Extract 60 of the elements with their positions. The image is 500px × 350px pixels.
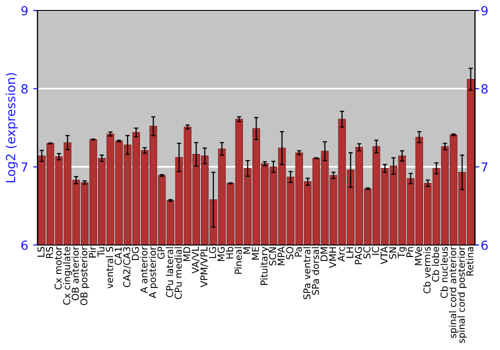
x-tick-label: A posterior [148, 246, 158, 298]
x-tick-label: A anterior [140, 246, 148, 294]
x-tick-label: SPa dorsal [312, 247, 320, 295]
y2-tick-label: 9 [481, 6, 488, 16]
y2-tick-label: 8 [481, 84, 488, 94]
x-tick-label: SCN [269, 247, 276, 266]
y2-tick-label: 6 [481, 240, 488, 250]
x-tick-label: CA1 [114, 247, 122, 265]
x-tick-label: DM [320, 247, 328, 261]
x-tick-label: CPu lateral [166, 247, 174, 298]
x-tick-label: DG [132, 247, 139, 260]
x-tick-label: Cb vermis [423, 246, 431, 294]
x-tick-label: M [243, 247, 250, 254]
x-tick-label: ME [252, 246, 259, 260]
x-tick-label: IC [372, 246, 380, 255]
x-tick-label: MG [218, 247, 225, 261]
x-tick-label: MPA [278, 246, 285, 266]
x-tick-label: Pn [406, 247, 414, 257]
y-tick-label: 7 [22, 162, 28, 172]
x-tick-label: LS [37, 246, 45, 257]
x-tick-label: RS [46, 246, 54, 258]
x-tick-label: MVe [414, 246, 422, 266]
x-tick-label: GP [157, 246, 165, 259]
x-tick-label: SO [286, 246, 294, 260]
x-tick-label: Arc [338, 246, 345, 262]
x-tick-label: SPa ventral [303, 247, 310, 300]
x-tick-label: CA2/CA3 [123, 247, 132, 288]
x-tick-label: VPM/VPL [200, 246, 208, 288]
x-tick-label: spinal cord posterior [458, 246, 467, 343]
x-tick-label: Pituitary [260, 246, 270, 285]
x-tick-label: Pineal [234, 247, 242, 274]
y-axis-title: Log2 (expression) [6, 73, 18, 182]
x-tick-label: Pir [88, 246, 96, 258]
y2-tick-label: 7 [482, 162, 488, 172]
x-tick-label: Pa [294, 247, 302, 257]
x-tick-label: Retina [466, 247, 474, 276]
x-tick-label: VA/VL [192, 246, 200, 274]
x-tick-label: SC [363, 246, 371, 258]
x-tick-label: VMH [329, 247, 336, 268]
x-tick-label: spinal cord anterior [448, 246, 458, 338]
x-tick-label: LG [208, 247, 216, 258]
x-tick-label: PAG [354, 247, 362, 264]
x-tick-label: Cx cingulate [62, 246, 72, 305]
x-tick-label: OB posterior [80, 246, 90, 306]
x-tick-label: Hb [226, 246, 234, 259]
x-tick-label: SN [389, 247, 396, 259]
x-tick-label: Cx motor [54, 246, 62, 290]
x-tick-label: VTA [380, 246, 388, 264]
x-tick-label: LH [346, 247, 354, 258]
y-tick-label: 6 [21, 240, 28, 250]
x-tick-label: Tu [98, 247, 105, 257]
y-tick-label: 9 [21, 6, 28, 16]
x-tick-label: Tg [398, 247, 407, 258]
x-tick-label: ventral S [106, 246, 114, 288]
x-tick-label: OB anterior [72, 246, 79, 300]
x-tick-label: MD [183, 246, 190, 261]
x-tick-label: Cb lobe [432, 246, 440, 282]
x-tick-label: Cb nucleus [440, 246, 448, 298]
y-tick-label: 8 [21, 84, 28, 94]
x-tick-label: CPu medial [174, 247, 182, 300]
